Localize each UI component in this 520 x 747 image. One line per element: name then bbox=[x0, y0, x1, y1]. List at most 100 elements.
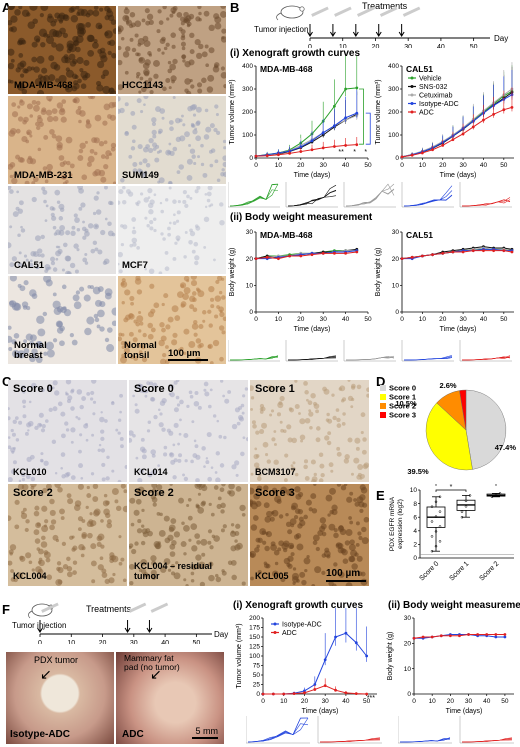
mini-curve bbox=[247, 723, 309, 743]
tile-cal51: CAL51 bbox=[8, 186, 116, 274]
timeline-day-label: Day bbox=[494, 34, 508, 43]
tile-sum149: SUM149 bbox=[118, 96, 226, 184]
tile-score-0-1-score: Score 0 bbox=[13, 383, 53, 395]
x-tick-label: 40 bbox=[342, 698, 350, 705]
data-point bbox=[313, 683, 317, 686]
legend-label: SNS-032 bbox=[419, 84, 448, 91]
timeline-treatments-label: Treatments bbox=[362, 1, 408, 11]
y-tick-label: 0 bbox=[395, 309, 399, 316]
data-point bbox=[344, 691, 348, 695]
tile-hcc1143: HCC1143 bbox=[118, 6, 226, 94]
timeline-tick-label: 50 bbox=[470, 44, 478, 48]
tile-score-3-6-id: KCL005 bbox=[255, 571, 289, 581]
treatment-arrow bbox=[329, 24, 336, 37]
mouse-icon bbox=[276, 5, 305, 21]
tile-score-2-5-id: KCL004 – residual tumor bbox=[134, 561, 213, 581]
box-point bbox=[464, 499, 468, 503]
treatment-arrow bbox=[375, 24, 382, 37]
x-tick-label: 0 bbox=[400, 316, 404, 323]
timeline-tick-label: 30 bbox=[130, 640, 138, 644]
y-tick-label: 0 bbox=[407, 691, 411, 698]
y-tick-label: 125 bbox=[249, 644, 260, 651]
bodyweight-mda-mb-468-chart: 0 10 20 30 0 10 20 30 40 50 Time (days) Body weight… bbox=[229, 229, 372, 333]
series-line-isotype-adc bbox=[401, 94, 513, 158]
mini-curve bbox=[319, 738, 381, 743]
y-tick-label: 300 bbox=[242, 86, 253, 93]
y-tick-label: 30 bbox=[404, 615, 412, 622]
y-tick-label: 20 bbox=[392, 256, 400, 263]
x-tick-label: 30 bbox=[320, 162, 328, 169]
syringe-icon bbox=[334, 6, 352, 17]
photo-isotype-adc-label: Isotype-ADC bbox=[10, 729, 71, 740]
f-timeline-ticks: 0 10 20 30 40 50 bbox=[37, 602, 200, 644]
pie-value-label: 39.5% bbox=[407, 467, 429, 476]
data-point bbox=[344, 631, 348, 635]
data-point bbox=[441, 251, 445, 255]
y-tick-label: 200 bbox=[249, 615, 260, 622]
data-point bbox=[410, 255, 414, 259]
legend-label: ADC bbox=[282, 630, 297, 637]
tile-score-1-3-id: BCM3107 bbox=[255, 467, 296, 477]
panel-e-label: E bbox=[376, 488, 385, 503]
chart-title: CAL51 bbox=[406, 64, 433, 74]
panel-c-scalebar-label: 100 µm bbox=[326, 568, 361, 579]
data-point bbox=[254, 257, 258, 261]
treatment-arrow bbox=[307, 24, 313, 37]
tile-mcf7-label: MCF7 bbox=[122, 260, 148, 271]
x-tick-label: 20 bbox=[297, 316, 305, 323]
data-point bbox=[461, 132, 465, 136]
data-point bbox=[310, 148, 314, 152]
pdx-individual-growth bbox=[246, 716, 382, 744]
photo-adc: Mammary fat pad (no tumor) ADC 5 mm ↙ bbox=[116, 652, 224, 744]
tile-mda-mb-468: MDA-MB-468 bbox=[8, 6, 116, 94]
data-point bbox=[344, 143, 347, 147]
x-tick-label: 10 bbox=[429, 698, 437, 705]
x-tick-label: 30 bbox=[465, 698, 473, 705]
x-tick-label: 50 bbox=[363, 698, 371, 705]
x-axis-label: Time (days) bbox=[302, 708, 339, 715]
data-point bbox=[431, 253, 434, 257]
y-tick-label: 0 bbox=[256, 691, 260, 698]
data-point bbox=[365, 654, 369, 658]
tile-score-2-4-score: Score 2 bbox=[13, 487, 53, 499]
panel-d-label: D bbox=[376, 374, 386, 389]
tile-mda-mb-231-label: MDA-MB-231 bbox=[14, 170, 73, 181]
x-axis-label: Time (days) bbox=[440, 326, 477, 333]
tile-mcf7: MCF7 bbox=[118, 186, 226, 274]
panel-a-label: A bbox=[2, 0, 12, 15]
mini-curve bbox=[345, 183, 395, 207]
timeline-tick-label: 40 bbox=[161, 640, 169, 644]
legend-marker bbox=[410, 76, 414, 80]
mini-curve bbox=[287, 356, 337, 361]
timeline-tick-label: 20 bbox=[372, 44, 380, 48]
data-point bbox=[420, 151, 424, 155]
data-point bbox=[400, 257, 404, 261]
pdx-bodyweight-chart: 0 10 20 30 0 10 20 30 40 50 Time (days) Body weight… bbox=[387, 615, 514, 715]
individual-growth-curves bbox=[228, 182, 512, 208]
legend-label: Isotype-ADC bbox=[419, 101, 459, 108]
tile-mda-mb-468-label: MDA-MB-468 bbox=[14, 80, 73, 91]
timeline-tick-label: 30 bbox=[404, 44, 412, 48]
box-point bbox=[438, 540, 442, 543]
box-point bbox=[430, 505, 434, 508]
pdx-xenograft-chart: 0 25 50 75 100 125 150 175 200 0 10 20 30 40 50 Time (d… bbox=[236, 608, 377, 715]
panel-b-timeline: Tumor injection Treatments 0 10 20 30 40 50 D… bbox=[254, 1, 508, 48]
treatment-arrow bbox=[37, 620, 43, 633]
x-tick-label: 10 bbox=[419, 316, 427, 323]
data-point bbox=[288, 152, 291, 155]
x-tick-label: 40 bbox=[480, 162, 488, 169]
bodyweight-cal51-chart: 0 10 20 30 0 10 20 30 40 50 Time (days) Body weight… bbox=[375, 229, 514, 333]
mini-curve bbox=[403, 190, 453, 207]
y-tick-label: 4 bbox=[413, 528, 417, 535]
tile-score-1-3-score: Score 1 bbox=[255, 383, 295, 395]
data-point bbox=[412, 636, 416, 640]
panel-f-timeline: Tumor injection Treatments 0 10 20 30 40 50 D… bbox=[12, 602, 228, 644]
tile-score-0-2: Score 0 KCL014 bbox=[129, 380, 248, 482]
tile-score-2-5-score: Score 2 bbox=[134, 487, 174, 499]
data-point bbox=[439, 634, 443, 638]
data-point bbox=[482, 249, 485, 253]
legend-label: Vehicle bbox=[419, 75, 442, 82]
data-point bbox=[310, 253, 314, 257]
syringe-icon bbox=[41, 602, 59, 613]
